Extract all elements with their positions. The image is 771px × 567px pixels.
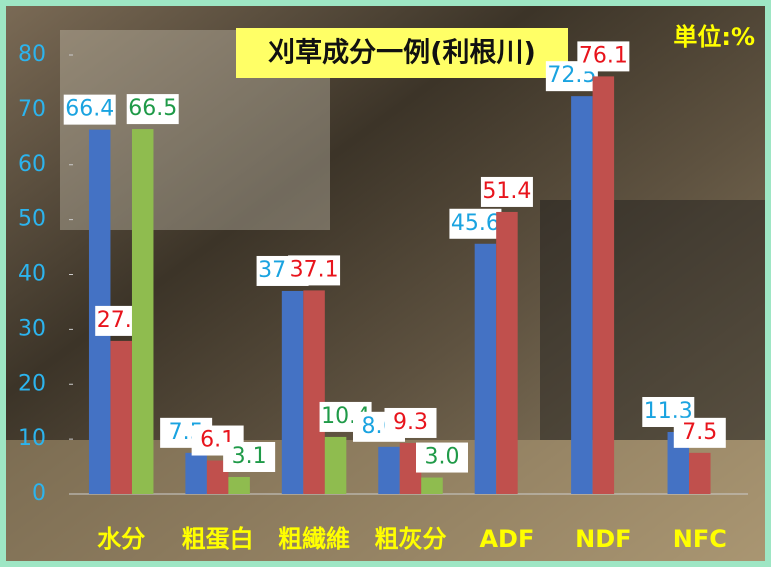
- bar: [421, 478, 443, 494]
- value-label: 37.1: [290, 257, 339, 282]
- bar: [325, 437, 347, 494]
- x-tick-label: NDF: [575, 525, 631, 553]
- bar: [496, 212, 518, 494]
- y-tick-label: 80: [18, 42, 46, 67]
- page: 刈草成分一例(利根川) 単位:% 0 10 20 30 40 50 60 70 80 水分 66.4…: [0, 0, 771, 567]
- chart: 刈草成分一例(利根川) 単位:% 0 10 20 30 40 50 60 70 80 水分 66.4…: [0, 0, 771, 567]
- x-tick-label: 粗蛋白: [182, 525, 254, 553]
- y-tick-label: 40: [18, 262, 46, 287]
- value-label: 7.5: [682, 420, 717, 445]
- x-tick-label: 水分: [97, 525, 145, 553]
- x-tick-label: NFC: [673, 525, 727, 553]
- value-label: 45.6: [451, 211, 500, 236]
- y-tick-label: 60: [18, 152, 46, 177]
- value-label: 66.5: [128, 96, 177, 121]
- value-label: 3.1: [232, 444, 267, 469]
- bar: [593, 76, 615, 494]
- y-tick-label: 20: [18, 371, 46, 396]
- bar: [303, 290, 325, 494]
- value-label: 66.4: [65, 97, 114, 122]
- bar: [185, 453, 207, 494]
- value-label: 3.0: [425, 445, 460, 470]
- bar: [378, 447, 400, 494]
- bar: [132, 129, 154, 494]
- unit-label: 単位:%: [673, 23, 755, 51]
- bar: [571, 96, 593, 494]
- x-tick-label: 粗灰分: [375, 525, 447, 553]
- value-label: 76.1: [579, 43, 628, 68]
- y-tick-label: 10: [18, 426, 46, 451]
- bar: [282, 291, 304, 494]
- y-tick-label: 50: [18, 207, 46, 232]
- x-tick-label: 粗繊維: [278, 525, 350, 553]
- y-tick-label: 30: [18, 316, 46, 341]
- chart-title: 刈草成分一例(利根川): [268, 38, 536, 69]
- bar: [689, 453, 711, 494]
- bar: [228, 477, 250, 494]
- y-tick-label: 70: [18, 97, 46, 122]
- y-tick-label: 0: [32, 481, 46, 506]
- bar: [475, 244, 497, 494]
- x-tick-label: ADF: [479, 525, 534, 553]
- bar: [110, 341, 132, 494]
- value-label: 9.3: [393, 410, 428, 435]
- value-label: 51.4: [482, 179, 531, 204]
